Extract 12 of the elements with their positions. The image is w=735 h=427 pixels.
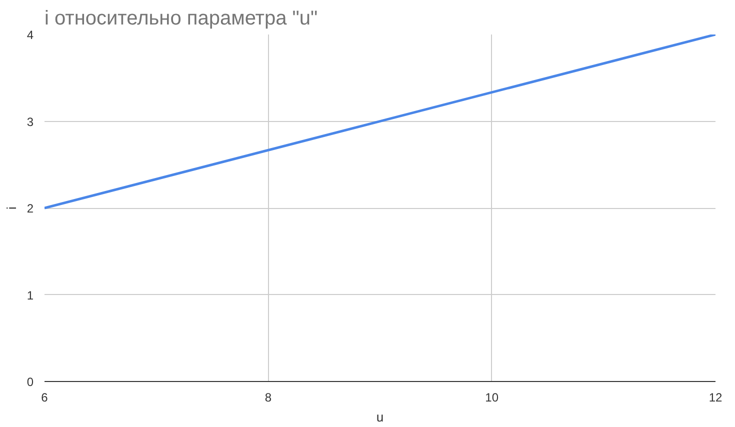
x-tick-label: 8 (264, 390, 272, 404)
x-axis-title: u (376, 410, 384, 424)
chart-title: i относительно параметра "u" (44, 8, 318, 30)
x-tick-label: 10 (485, 390, 499, 404)
x-tick-label: 6 (41, 390, 48, 404)
y-tick-label: 0 (26, 375, 34, 389)
y-tick-label: 4 (26, 28, 34, 42)
x-tick-label: 12 (708, 390, 722, 404)
y-tick-label: 1 (26, 288, 34, 302)
y-tick-label: 2 (26, 202, 34, 216)
y-tick-label: 3 (26, 114, 34, 129)
y-axis-title: i (4, 206, 19, 210)
